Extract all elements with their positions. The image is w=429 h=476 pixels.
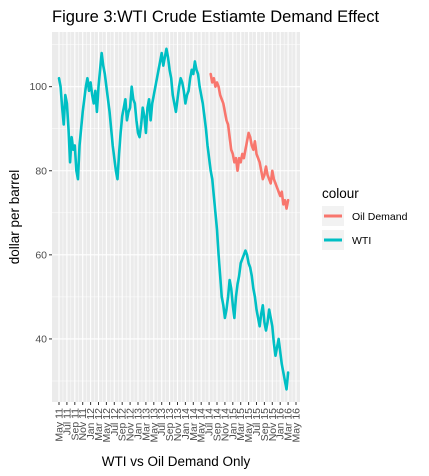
- x-tick-label: Sep 12: [117, 408, 129, 441]
- legend: colour Oil Demand WTI: [322, 186, 408, 250]
- x-tick-label: Jan 16: [275, 408, 287, 440]
- series-line-wti: [57, 47, 290, 391]
- x-tick-label: Mar 15: [235, 408, 247, 441]
- x-tick-label: Jan 15: [227, 408, 239, 440]
- x-tick-label: Mar 13: [140, 408, 152, 441]
- legend-label-oil-demand: Oil Demand: [352, 211, 408, 223]
- y-axis-title: dollar per barrel: [7, 170, 22, 265]
- x-axis-title: WTI vs Oil Demand Only: [102, 454, 251, 469]
- x-tick-label: Nov 13: [172, 408, 184, 441]
- x-tick-label: Sep 15: [259, 408, 271, 441]
- x-tick-label: Jul 13: [156, 408, 168, 436]
- x-tick-label: Nov 11: [77, 408, 89, 441]
- y-axis: 40 60 80 100: [29, 81, 52, 345]
- legend-title: colour: [322, 186, 359, 201]
- x-tick-label: May 16: [291, 408, 303, 443]
- y-tick-label: 100: [29, 81, 47, 93]
- grid-minor: [52, 32, 300, 402]
- x-tick-label: Jan 12: [85, 408, 97, 440]
- x-tick-label: Nov 15: [267, 408, 279, 441]
- x-tick-label: Nov 14: [219, 408, 231, 441]
- x-tick-label: Jan 14: [180, 408, 192, 440]
- y-tick-label: 40: [35, 333, 47, 345]
- x-tick-label: May 11: [54, 408, 66, 442]
- series-layer: [57, 47, 290, 391]
- plot-panel: [52, 32, 300, 402]
- x-tick-label: Jul 14: [204, 408, 216, 436]
- x-tick-label: Sep 13: [164, 408, 176, 441]
- x-tick-label: Mar 16: [283, 408, 295, 441]
- x-tick-label: Nov 12: [125, 408, 137, 441]
- legend-label-wti: WTI: [352, 235, 371, 247]
- x-tick-label: Sep 14: [212, 408, 224, 441]
- x-tick-label: May 12: [101, 408, 113, 443]
- x-tick-label: Jul 11: [61, 408, 73, 435]
- x-tick-label: May 14: [196, 408, 208, 443]
- chart-title: Figure 3:WTI Crude Estiamte Demand Effec…: [52, 8, 379, 26]
- x-tick-label: May 13: [148, 408, 160, 443]
- x-tick-label: Sep 11: [69, 408, 81, 441]
- x-tick-label: Mar 12: [93, 408, 105, 441]
- x-tick-label: Jan 13: [133, 408, 145, 440]
- y-tick-label: 80: [35, 165, 47, 177]
- y-tick-label: 60: [35, 249, 47, 261]
- x-tick-label: Jul 15: [251, 408, 263, 436]
- x-tick-label: Mar 14: [188, 408, 200, 441]
- x-tick-label: May 15: [243, 408, 255, 443]
- x-tick-label: Jul 12: [109, 408, 121, 436]
- series-line-oil-demand: [209, 72, 290, 210]
